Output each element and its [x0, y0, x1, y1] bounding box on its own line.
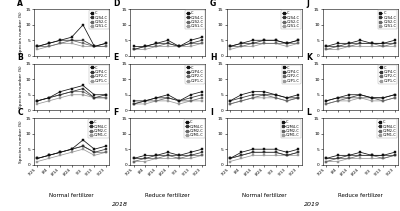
Text: Reduce fertilizer: Reduce fertilizer — [146, 193, 190, 198]
Text: H: H — [210, 53, 216, 62]
Text: 2019: 2019 — [304, 202, 320, 207]
Legend: C, C2P4-C, C2P2-C, C2P1-C: C, C2P4-C, C2P2-C, C2P1-C — [185, 65, 205, 84]
Y-axis label: Species number (S): Species number (S) — [19, 11, 23, 54]
Legend: C, C2S4-C, C2S2-C, C2S1-C: C, C2S4-C, C2S2-C, C2S1-C — [378, 10, 397, 29]
Text: B: B — [18, 53, 23, 62]
Legend: C, C2M4-C, C2M2-C, C2M1-C: C, C2M4-C, C2M2-C, C2M1-C — [377, 119, 397, 138]
Text: D: D — [114, 0, 120, 8]
Text: Normal fertilizer: Normal fertilizer — [49, 193, 94, 198]
Legend: C, C2S4-C, C2S2-C, C2S1-C: C, C2S4-C, C2S2-C, C2S1-C — [282, 10, 301, 29]
Text: Reduce fertilizer: Reduce fertilizer — [338, 193, 383, 198]
Text: 2018: 2018 — [112, 202, 128, 207]
Legend: C, C2M4-C, C2M2-C, C2M1-C: C, C2M4-C, C2M2-C, C2M1-C — [281, 119, 301, 138]
Text: C: C — [18, 108, 23, 116]
Text: K: K — [306, 53, 312, 62]
Legend: C, C2S4-C, C2S2-C, C2S1-C: C, C2S4-C, C2S2-C, C2S1-C — [185, 10, 205, 29]
Text: A: A — [18, 0, 23, 8]
Text: Normal fertilizer: Normal fertilizer — [242, 193, 286, 198]
Legend: C, C2M4-C, C2M2-C, C2M1-C: C, C2M4-C, C2M2-C, C2M1-C — [88, 119, 108, 138]
Text: E: E — [114, 53, 119, 62]
Text: J: J — [306, 0, 309, 8]
Y-axis label: Species number (S): Species number (S) — [19, 66, 23, 108]
Text: G: G — [210, 0, 216, 8]
Legend: C, C2P4-C, C2P2-C, C2P1-C: C, C2P4-C, C2P2-C, C2P1-C — [378, 65, 397, 84]
Y-axis label: Species number (S): Species number (S) — [19, 120, 23, 163]
Text: F: F — [114, 108, 119, 116]
Text: I: I — [210, 108, 213, 116]
Legend: C, C2P4-C, C2P2-C, C2P1-C: C, C2P4-C, C2P2-C, C2P1-C — [89, 65, 108, 84]
Legend: C, C2S4-C, C2S2-C, C2S1-C: C, C2S4-C, C2S2-C, C2S1-C — [89, 10, 108, 29]
Text: L: L — [306, 108, 311, 116]
Legend: C, C2P4-C, C2P2-C, C2P1-C: C, C2P4-C, C2P2-C, C2P1-C — [282, 65, 301, 84]
Legend: C, C2M4-C, C2M2-C, C2M1-C: C, C2M4-C, C2M2-C, C2M1-C — [184, 119, 205, 138]
